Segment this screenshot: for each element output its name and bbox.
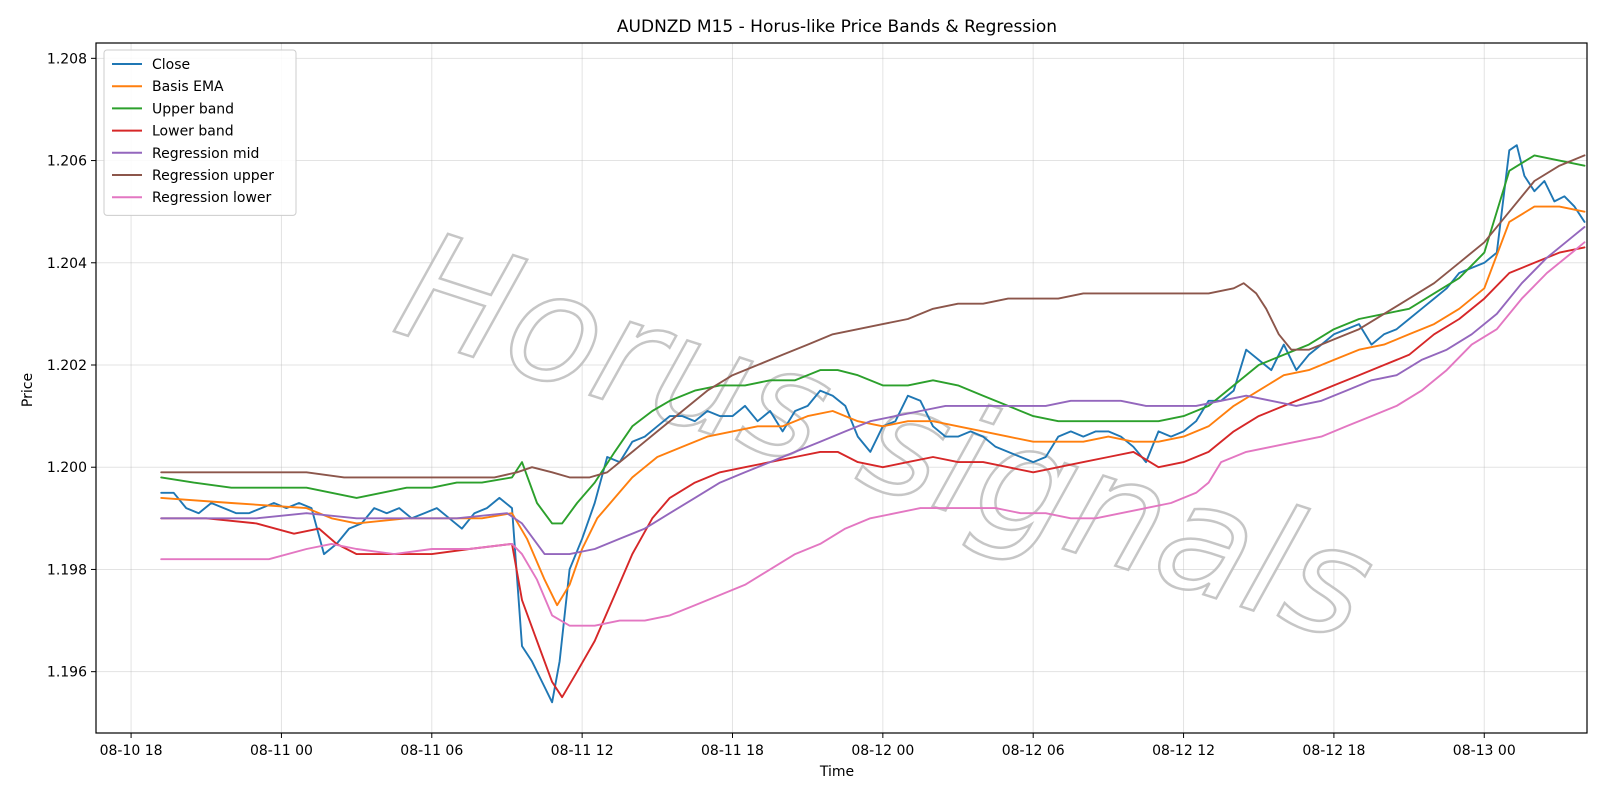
x-tick-label: 08-10 18 <box>100 743 163 759</box>
legend-label: Upper band <box>152 101 234 117</box>
x-axis-label: Time <box>819 764 854 780</box>
series-line-regression-lower <box>160 241 1586 627</box>
x-tick-label: 08-12 12 <box>1152 743 1215 759</box>
x-tick-label: 08-11 18 <box>701 743 764 759</box>
y-tick-label: 1.200 <box>47 460 87 476</box>
legend-label: Regression mid <box>152 146 259 162</box>
x-tick-label: 08-12 00 <box>851 743 914 759</box>
watermark: Horus signals <box>379 199 1392 676</box>
x-tick-label: 08-13 00 <box>1453 743 1516 759</box>
y-tick-label: 1.208 <box>47 51 87 67</box>
y-tick-label: 1.206 <box>47 154 87 170</box>
x-axis: 08-10 18 08-11 00 08-11 06 08-11 12 08-11 18… <box>100 733 1516 759</box>
y-tick-label: 1.204 <box>47 256 87 272</box>
y-axis-label: Price <box>20 373 36 407</box>
series-line-upper-band <box>160 154 1586 525</box>
series-line-close <box>160 144 1586 704</box>
series-layer <box>160 144 1586 704</box>
series-line-regression-upper <box>160 154 1586 479</box>
y-tick-label: 1.198 <box>47 562 87 578</box>
legend-label: Close <box>152 57 190 73</box>
legend-label: Lower band <box>152 124 234 140</box>
series-line-basis-ema <box>160 205 1586 607</box>
x-tick-label: 08-11 12 <box>551 743 614 759</box>
x-tick-label: 08-12 18 <box>1302 743 1365 759</box>
x-tick-label: 08-11 00 <box>250 743 313 759</box>
legend: Close Basis EMA Upper band Lower band Regres… <box>103 49 297 216</box>
y-tick-label: 1.196 <box>47 665 87 681</box>
chart-title: AUDNZD M15 - Horus-like Price Bands & Re… <box>617 17 1057 37</box>
legend-label: Basis EMA <box>152 79 224 95</box>
series-line-regression-mid <box>160 226 1586 556</box>
y-tick-label: 1.202 <box>47 358 87 374</box>
legend-box <box>103 49 297 216</box>
y-axis: 1.196 1.198 1.200 1.202 1.204 1.206 1.208 <box>47 51 96 681</box>
grid <box>96 43 1587 733</box>
x-tick-label: 08-12 06 <box>1002 743 1065 759</box>
legend-label: Regression lower <box>152 190 272 206</box>
x-tick-label: 08-11 06 <box>400 743 463 759</box>
legend-label: Regression upper <box>152 168 274 184</box>
plot-frame <box>95 42 1588 734</box>
